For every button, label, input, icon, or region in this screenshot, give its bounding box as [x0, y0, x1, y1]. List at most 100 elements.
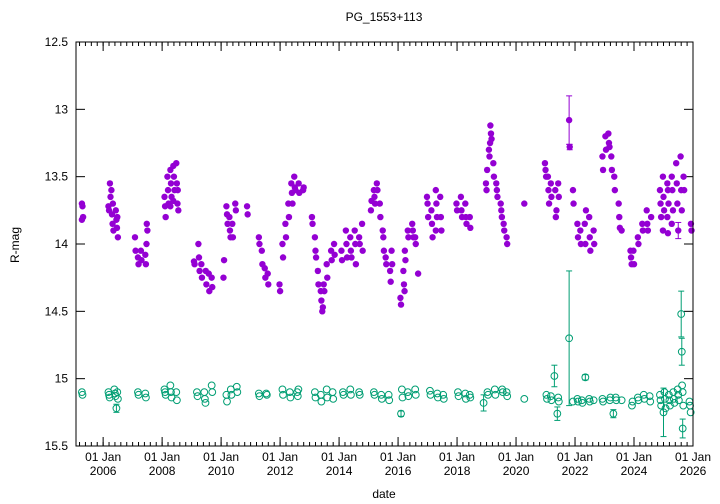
data-point [664, 213, 671, 221]
data-point [429, 234, 436, 241]
data-point [402, 256, 409, 264]
data-point [105, 393, 114, 402]
data-point [162, 213, 169, 221]
data-point [660, 193, 667, 201]
data-point [164, 173, 171, 180]
data-point [672, 160, 680, 167]
data-point [355, 390, 364, 399]
data-point [608, 166, 616, 174]
data-point [175, 207, 182, 214]
data-point [644, 227, 652, 234]
x-tick-label-year: 2022 [562, 464, 589, 478]
data-point [224, 220, 231, 227]
data-point [209, 283, 216, 291]
data-point [191, 261, 198, 268]
data-point [289, 200, 296, 207]
data-point [453, 207, 461, 214]
data-point [323, 261, 330, 268]
data-point [494, 193, 501, 201]
y-tick-label: 13 [55, 102, 69, 116]
data-point [491, 390, 500, 399]
data-point [545, 200, 553, 207]
data-point [403, 388, 412, 397]
data-point [544, 173, 552, 180]
data-point [198, 274, 206, 281]
data-point [233, 388, 242, 397]
data-point [291, 173, 298, 180]
data-point [343, 240, 350, 248]
data-point [574, 397, 582, 406]
data-point [382, 254, 389, 261]
data-point [553, 409, 562, 418]
data-point [352, 240, 359, 248]
data-point [661, 394, 669, 403]
data-point [138, 256, 145, 264]
data-point [606, 143, 613, 151]
data-point [244, 211, 251, 218]
data-point [347, 234, 354, 241]
data-point [131, 234, 139, 241]
data-point [166, 381, 175, 390]
data-point [686, 408, 695, 417]
data-point [423, 193, 431, 201]
data-point [279, 240, 286, 248]
data-point [108, 211, 116, 218]
data-point [498, 213, 506, 221]
data-point [142, 251, 149, 258]
data-point [324, 274, 331, 281]
data-point [143, 220, 150, 227]
data-point [409, 220, 416, 227]
data-point [587, 247, 594, 254]
x-tick-label-year: 2012 [267, 464, 294, 478]
data-point [404, 392, 413, 401]
data-point [490, 385, 499, 394]
data-point [193, 388, 201, 397]
y-axis-label: R-mag [8, 227, 22, 263]
data-point [657, 213, 665, 221]
data-point [553, 207, 560, 214]
data-point [141, 393, 150, 402]
data-point [285, 388, 294, 397]
data-point [599, 166, 607, 174]
data-point [285, 213, 293, 221]
data-point [143, 240, 150, 248]
data-point [108, 186, 115, 194]
data-point [659, 408, 668, 417]
x-tick-label: 01 Jan [262, 450, 298, 464]
data-point [141, 389, 150, 398]
data-point [668, 220, 675, 227]
data-point [630, 247, 637, 254]
data-point [612, 396, 621, 405]
data-point [318, 297, 325, 304]
data-point [552, 213, 560, 221]
data-point [678, 388, 687, 397]
data-point [664, 390, 673, 399]
data-point [342, 227, 350, 234]
data-point [582, 240, 589, 248]
data-point [255, 234, 263, 241]
data-point [167, 203, 174, 210]
data-point [207, 381, 216, 390]
data-point [400, 267, 407, 275]
data-point [677, 310, 686, 318]
data-point [208, 274, 215, 281]
data-point [111, 392, 120, 401]
data-point [309, 220, 316, 227]
data-point [677, 153, 684, 160]
data-point [276, 287, 284, 295]
y-tick-label: 14.5 [45, 304, 69, 318]
data-point [164, 186, 172, 194]
data-point [664, 230, 672, 237]
data-point [634, 396, 643, 405]
data-point [79, 203, 86, 210]
data-point [373, 180, 381, 187]
data-point [581, 220, 588, 227]
data-point [679, 401, 688, 410]
data-point [397, 294, 404, 302]
x-tick-label: 01 Jan [203, 450, 239, 464]
data-point [113, 224, 121, 232]
data-point [428, 207, 435, 214]
data-point [173, 180, 181, 187]
